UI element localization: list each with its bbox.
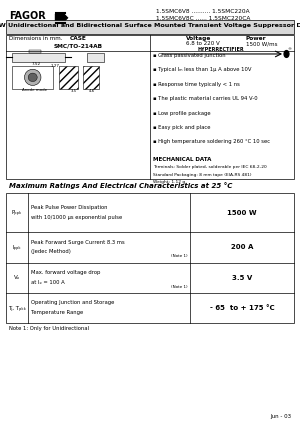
Text: Voltage: Voltage [186, 36, 212, 41]
Text: HYPERRECTIFIER: HYPERRECTIFIER [197, 47, 244, 52]
Text: 200 A: 200 A [231, 244, 253, 250]
Text: (Note 1): (Note 1) [171, 285, 187, 289]
Text: ▪ High temperature soldering 260 °C 10 sec: ▪ High temperature soldering 260 °C 10 s… [153, 139, 270, 144]
Circle shape [284, 51, 289, 57]
Text: ®: ® [287, 47, 291, 51]
Text: 6.8 to 220 V: 6.8 to 220 V [186, 41, 220, 46]
Text: 7.52: 7.52 [32, 62, 40, 66]
Ellipse shape [25, 69, 41, 85]
Text: 1500 W: 1500 W [227, 210, 257, 216]
Text: at Iₔ = 100 A: at Iₔ = 100 A [31, 280, 64, 285]
Text: ▪ Typical Iₘ less than 1μ A above 10V: ▪ Typical Iₘ less than 1μ A above 10V [153, 67, 251, 72]
Bar [28, 50, 40, 53]
Text: Maximum Ratings And Electrical Characteristics at 25 °C: Maximum Ratings And Electrical Character… [9, 182, 232, 189]
Text: (Note 1): (Note 1) [171, 255, 187, 258]
Bar [58, 66, 78, 89]
Text: Jun - 03: Jun - 03 [270, 414, 291, 419]
Text: Operating Junction and Storage: Operating Junction and Storage [31, 300, 114, 306]
Text: with 10/1000 μs exponential pulse: with 10/1000 μs exponential pulse [31, 215, 122, 220]
Text: ▪ The plastic material carries UL 94 V-0: ▪ The plastic material carries UL 94 V-0 [153, 96, 258, 101]
Bar [6, 20, 294, 34]
Bar [87, 53, 104, 62]
Text: MECHANICAL DATA: MECHANICAL DATA [153, 157, 212, 162]
Text: 4.6: 4.6 [89, 89, 95, 93]
Text: Tⱼ, Tₚₖₖ: Tⱼ, Tₚₖₖ [8, 306, 26, 311]
Text: 1.5SMC6V8 .......... 1.5SMC220A: 1.5SMC6V8 .......... 1.5SMC220A [156, 9, 250, 14]
Bar [6, 193, 294, 323]
Text: Dimensions in mm.: Dimensions in mm. [9, 36, 62, 41]
Text: - 65  to + 175 °C: - 65 to + 175 °C [210, 305, 274, 311]
Text: Pₚₚₖ: Pₚₚₖ [12, 210, 22, 215]
Text: Power: Power [246, 36, 267, 41]
Text: Peak Pulse Power Dissipation: Peak Pulse Power Dissipation [31, 205, 107, 210]
Text: Anode mode: Anode mode [22, 88, 46, 92]
Text: CASE
SMC/TO-214AB: CASE SMC/TO-214AB [53, 36, 103, 48]
Text: 1500 W Unidirectional and Bidirectional Surface Mounted Transient Voltage Suppre: 1500 W Unidirectional and Bidirectional … [0, 23, 300, 28]
FancyArrow shape [56, 13, 68, 23]
Ellipse shape [28, 73, 37, 82]
Bar [6, 35, 294, 179]
Text: 3.5 V: 3.5 V [232, 275, 252, 281]
Text: 1500 W/ms: 1500 W/ms [246, 41, 278, 46]
Text: Standard Packaging: 8 mm tape (EIA-RS 481): Standard Packaging: 8 mm tape (EIA-RS 48… [153, 173, 251, 176]
Text: Note 1: Only for Unidirectional: Note 1: Only for Unidirectional [9, 326, 89, 332]
Text: Terminals: Solder plated, solderable per IEC 68-2-20: Terminals: Solder plated, solderable per… [153, 165, 267, 169]
Text: 1.27: 1.27 [51, 64, 60, 68]
Text: ▪ Easy pick and place: ▪ Easy pick and place [153, 125, 211, 130]
Text: Max. forward voltage drop: Max. forward voltage drop [31, 270, 100, 275]
Text: ▪ Response time typically < 1 ns: ▪ Response time typically < 1 ns [153, 82, 240, 87]
Bar [82, 66, 99, 89]
Bar [12, 66, 52, 89]
Text: Weight: 1.12 g: Weight: 1.12 g [153, 180, 185, 184]
Bar [12, 53, 64, 62]
Text: FAGOR: FAGOR [9, 11, 46, 21]
Text: Iₚₚₖ: Iₚₚₖ [12, 245, 21, 250]
Text: Vₔ: Vₔ [14, 275, 20, 281]
Text: ▪ Glass passivated junction: ▪ Glass passivated junction [153, 53, 226, 58]
Text: 1.5SMC6V8C ...... 1.5SMC220CA: 1.5SMC6V8C ...... 1.5SMC220CA [156, 16, 250, 21]
Text: Peak Forward Surge Current 8.3 ms: Peak Forward Surge Current 8.3 ms [31, 240, 124, 245]
Text: (Jedec Method): (Jedec Method) [31, 249, 70, 254]
Text: ▪ Low profile package: ▪ Low profile package [153, 110, 211, 116]
Text: 3.5: 3.5 [70, 89, 76, 93]
Text: Temperature Range: Temperature Range [31, 310, 83, 315]
